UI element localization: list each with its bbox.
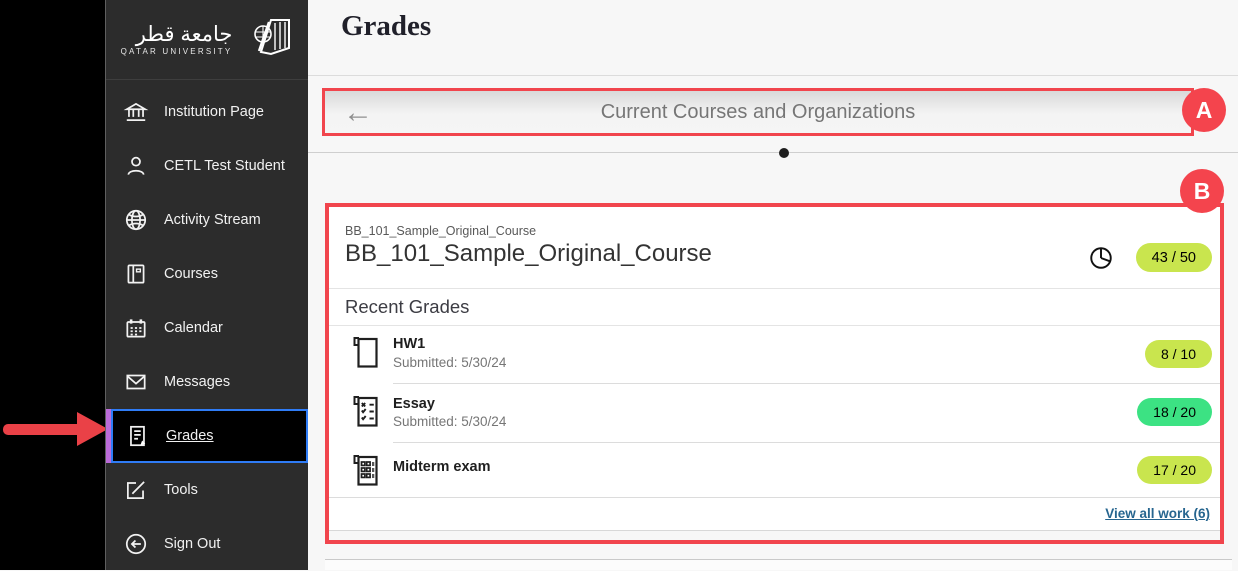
checklist-icon <box>350 394 380 430</box>
carousel-page-indicator-dot[interactable] <box>779 148 789 158</box>
grade-badge: 17 / 20 <box>1137 456 1212 484</box>
sidebar-item-label: Courses <box>164 266 218 282</box>
sidebar-item-label: Messages <box>164 374 231 390</box>
courses-icon <box>123 261 149 287</box>
grade-item-title[interactable]: Midterm exam <box>393 459 491 475</box>
next-card-edge <box>325 559 1232 570</box>
grade-item-title[interactable]: Essay <box>393 396 435 412</box>
main-content: Grades ← Current Courses and Organizatio… <box>308 0 1238 570</box>
card-divider <box>329 288 1220 289</box>
recent-grades-heading: Recent Grades <box>345 296 470 317</box>
grade-item-title[interactable]: HW1 <box>393 336 426 352</box>
sidebar-item-label: Grades <box>166 428 214 444</box>
footer-divider <box>329 497 1220 498</box>
exam-icon <box>350 453 380 489</box>
sidebar-item-sign-out[interactable]: Sign Out <box>106 517 308 571</box>
signout-icon <box>123 531 149 557</box>
university-logo-text: جامعة قطر QATAR UNIVERSITY <box>120 22 233 56</box>
user-icon <box>123 153 149 179</box>
carousel-divider <box>308 152 1238 153</box>
grade-badge: 18 / 20 <box>1137 398 1212 426</box>
sidebar: جامعة قطر QATAR UNIVERSITY Institution P… <box>105 0 308 570</box>
row-divider <box>393 442 1220 443</box>
view-all-work-link[interactable]: View all work (6) <box>1105 506 1210 521</box>
logo-latin-name: QATAR UNIVERSITY <box>120 46 233 56</box>
sidebar-item-institution-page[interactable]: Institution Page <box>106 85 308 139</box>
course-id: BB_101_Sample_Original_Course <box>345 224 537 238</box>
grade-item-submitted: Submitted: 5/30/24 <box>393 355 507 370</box>
university-emblem-icon <box>241 14 293 65</box>
sidebar-item-profile[interactable]: CETL Test Student <box>106 139 308 193</box>
institution-icon <box>123 99 149 125</box>
sidebar-item-label: Activity Stream <box>164 212 261 228</box>
messages-icon <box>123 369 149 395</box>
tools-icon <box>123 477 149 503</box>
grade-item-submitted: Submitted: 5/30/24 <box>393 414 507 429</box>
header-divider <box>308 75 1238 76</box>
logo-arabic-name: جامعة قطر <box>135 22 233 46</box>
annotation-box-a: ← Current Courses and Organizations <box>322 88 1194 136</box>
sidebar-item-label: Sign Out <box>164 536 221 552</box>
sidebar-item-tools[interactable]: Tools <box>106 463 308 517</box>
course-grade-card: BB_101_Sample_Original_Course BB_101_Sam… <box>329 207 1220 531</box>
sidebar-item-label: Calendar <box>164 320 223 336</box>
sidebar-nav: Institution Page CETL Test Student Activ… <box>106 80 308 571</box>
globe-icon <box>123 207 149 233</box>
sidebar-item-label: Tools <box>164 482 198 498</box>
carousel-title: Current Courses and Organizations <box>600 100 916 123</box>
sidebar-item-calendar[interactable]: Calendar <box>106 301 308 355</box>
annotation-arrow-head <box>77 412 108 446</box>
grades-icon <box>125 423 151 449</box>
row-divider <box>393 383 1220 384</box>
assignment-icon <box>350 335 380 371</box>
overall-grade-badge: 43 / 50 <box>1135 243 1212 272</box>
sidebar-item-grades[interactable]: Grades <box>106 409 308 463</box>
sidebar-item-activity-stream[interactable]: Activity Stream <box>106 193 308 247</box>
university-logo[interactable]: جامعة قطر QATAR UNIVERSITY <box>106 0 308 80</box>
calendar-icon <box>123 315 149 341</box>
sidebar-item-courses[interactable]: Courses <box>106 247 308 301</box>
annotation-box-b: BB_101_Sample_Original_Course BB_101_Sam… <box>325 203 1224 544</box>
annotation-badge-b: B <box>1180 169 1224 213</box>
grade-badge: 8 / 10 <box>1144 340 1212 368</box>
course-name-link[interactable]: BB_101_Sample_Original_Course <box>345 240 712 267</box>
sidebar-item-label: CETL Test Student <box>164 158 285 174</box>
left-black-strip <box>0 0 105 570</box>
card-divider <box>329 325 1220 326</box>
sidebar-item-messages[interactable]: Messages <box>106 355 308 409</box>
annotation-badge-a: A <box>1182 88 1226 132</box>
page-title: Grades <box>341 10 432 42</box>
sidebar-item-label: Institution Page <box>164 104 264 120</box>
pie-chart-icon <box>1088 245 1114 271</box>
annotation-arrow <box>3 424 85 435</box>
carousel-back-arrow-icon[interactable]: ← <box>343 96 373 129</box>
